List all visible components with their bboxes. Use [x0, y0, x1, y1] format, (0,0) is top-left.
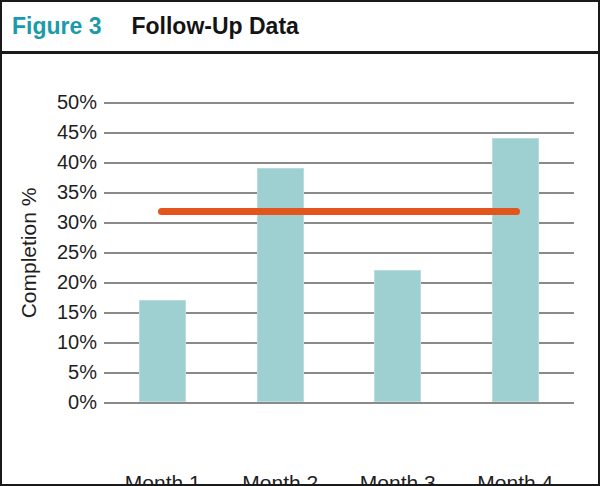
y-tick-label-40: 40%: [57, 151, 97, 174]
y-tick-label-35: 35%: [57, 181, 97, 204]
y-axis-title: Completion %: [17, 188, 41, 319]
y-tick-label-45: 45%: [57, 121, 97, 144]
plot-area: 0%5%10%15%20%25%30%35%40%45%50%Month 1Mo…: [104, 103, 574, 403]
x-tick-label-month-4: Month 4: [445, 471, 585, 486]
bar-chart: Completion % 0%5%10%15%20%25%30%35%40%45…: [2, 54, 598, 484]
figure-frame: Figure 3 Follow-Up Data Completion % 0%5…: [0, 0, 600, 486]
gridline-50: [104, 102, 574, 104]
bar-month-3: [374, 270, 421, 402]
reference-line: [158, 208, 521, 215]
bar-month-4: [492, 138, 539, 402]
y-tick-label-0: 0%: [68, 391, 97, 414]
y-tick-label-25: 25%: [57, 241, 97, 264]
y-tick-label-15: 15%: [57, 301, 97, 324]
figure-header: Figure 3 Follow-Up Data: [2, 2, 598, 54]
gridline-45: [104, 132, 574, 134]
figure-label: Figure 3: [12, 13, 101, 40]
y-tick-label-50: 50%: [57, 91, 97, 114]
y-tick-label-30: 30%: [57, 211, 97, 234]
bar-month-1: [139, 300, 186, 402]
y-tick-label-10: 10%: [57, 331, 97, 354]
gridline-0: [104, 402, 574, 404]
bar-month-2: [257, 168, 304, 402]
y-tick-label-20: 20%: [57, 271, 97, 294]
figure-title: Follow-Up Data: [131, 13, 298, 40]
y-tick-label-5: 5%: [68, 361, 97, 384]
